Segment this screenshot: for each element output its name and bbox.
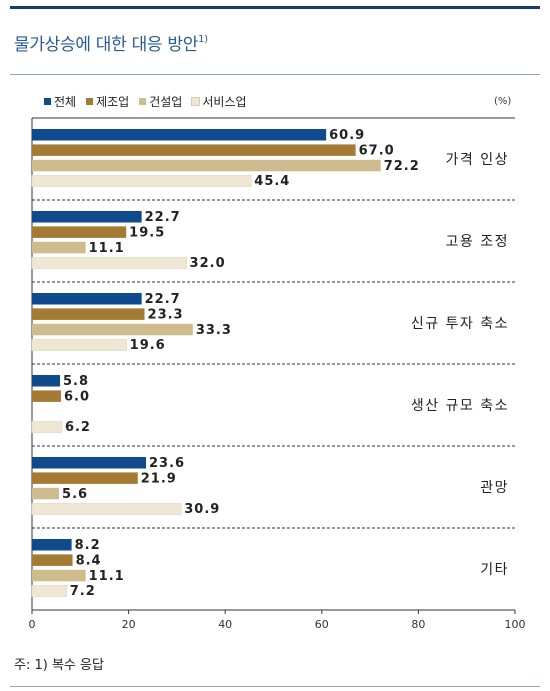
x-tick-label: 60 (315, 618, 329, 631)
bar-2 (32, 554, 73, 566)
value-label: 23.6 (149, 456, 185, 471)
legend-swatch (139, 98, 147, 105)
bar-1 (32, 457, 146, 469)
value-label: 22.7 (145, 210, 181, 225)
value-label: 19.5 (129, 225, 165, 240)
bar-4 (31, 256, 187, 269)
bar-1 (32, 293, 142, 305)
category-label: 고용 조정 (446, 234, 509, 250)
bar-1 (32, 539, 72, 551)
legend-label: 제조업 (96, 95, 130, 109)
bar-1 (32, 375, 61, 387)
chart-title: 물가상승에 대한 대응 방안1) (14, 34, 208, 55)
value-label: 45.4 (254, 174, 290, 189)
value-label: 19.6 (130, 338, 166, 353)
value-label: 67.0 (359, 143, 395, 158)
legend-label: 전체 (54, 95, 77, 109)
bar-2 (32, 390, 61, 402)
value-label: 8.4 (76, 553, 102, 568)
legend-item-4: 서비스업 (191, 93, 247, 110)
x-tick-label: 20 (122, 618, 136, 631)
value-label: 60.9 (329, 128, 365, 143)
legend: 전체 제조업 건설업 서비스업 (44, 93, 247, 110)
value-label: 6.2 (65, 420, 91, 435)
bar-3 (32, 159, 381, 172)
bar-2 (32, 308, 145, 320)
bar-4 (31, 338, 127, 351)
value-label: 30.9 (184, 502, 220, 517)
bar-1 (32, 211, 142, 223)
category-label: 가격 인상 (446, 152, 509, 168)
bar-3 (32, 323, 193, 336)
value-label: 5.6 (62, 487, 88, 502)
value-label: 7.2 (70, 584, 96, 599)
value-label: 21.9 (141, 471, 177, 486)
bar-4 (31, 502, 182, 515)
bar-4 (31, 420, 63, 433)
x-tick-label: 0 (29, 618, 36, 631)
title-rule (10, 74, 540, 75)
bar-4 (31, 174, 252, 187)
x-tick-label: 40 (218, 618, 232, 631)
value-label: 72.2 (384, 159, 420, 174)
legend-label: 서비스업 (202, 95, 247, 109)
value-label: 11.1 (89, 569, 125, 584)
value-label: 8.2 (75, 538, 101, 553)
bar-1 (32, 129, 327, 141)
value-label: 23.3 (148, 307, 184, 322)
bar-3 (32, 569, 86, 582)
top-rule (10, 6, 540, 9)
legend-item-2: 제조업 (86, 93, 129, 110)
bar-3 (32, 487, 60, 500)
legend-label: 건설업 (149, 95, 183, 109)
bar-2 (32, 144, 356, 156)
legend-item-3: 건설업 (139, 93, 182, 110)
bar-2 (32, 472, 138, 484)
category-label: 기타 (480, 562, 509, 578)
value-label: 22.7 (145, 292, 181, 307)
value-label: 6.0 (64, 389, 90, 404)
bar-4 (31, 584, 68, 597)
x-tick-label: 100 (505, 618, 526, 631)
value-label: 11.1 (89, 241, 125, 256)
legend-swatch (44, 98, 51, 105)
bottom-rule (10, 686, 540, 687)
footnote: 주: 1) 복수 응답 (14, 658, 104, 673)
category-label: 관망 (480, 480, 509, 496)
legend-item-1: 전체 (44, 93, 76, 110)
category-label: 신규 투자 축소 (411, 316, 509, 332)
category-label: 생산 규모 축소 (411, 398, 509, 414)
value-label: 32.0 (190, 256, 226, 271)
title-footnote-mark: 1) (198, 34, 208, 45)
bar-3 (32, 241, 86, 254)
unit-label: (%) (494, 96, 512, 107)
legend-swatch (191, 97, 201, 106)
x-tick-label: 80 (411, 618, 425, 631)
value-label: 33.3 (196, 323, 232, 338)
value-label: 5.8 (63, 374, 89, 389)
legend-swatch (86, 98, 94, 105)
bar-2 (32, 226, 127, 238)
